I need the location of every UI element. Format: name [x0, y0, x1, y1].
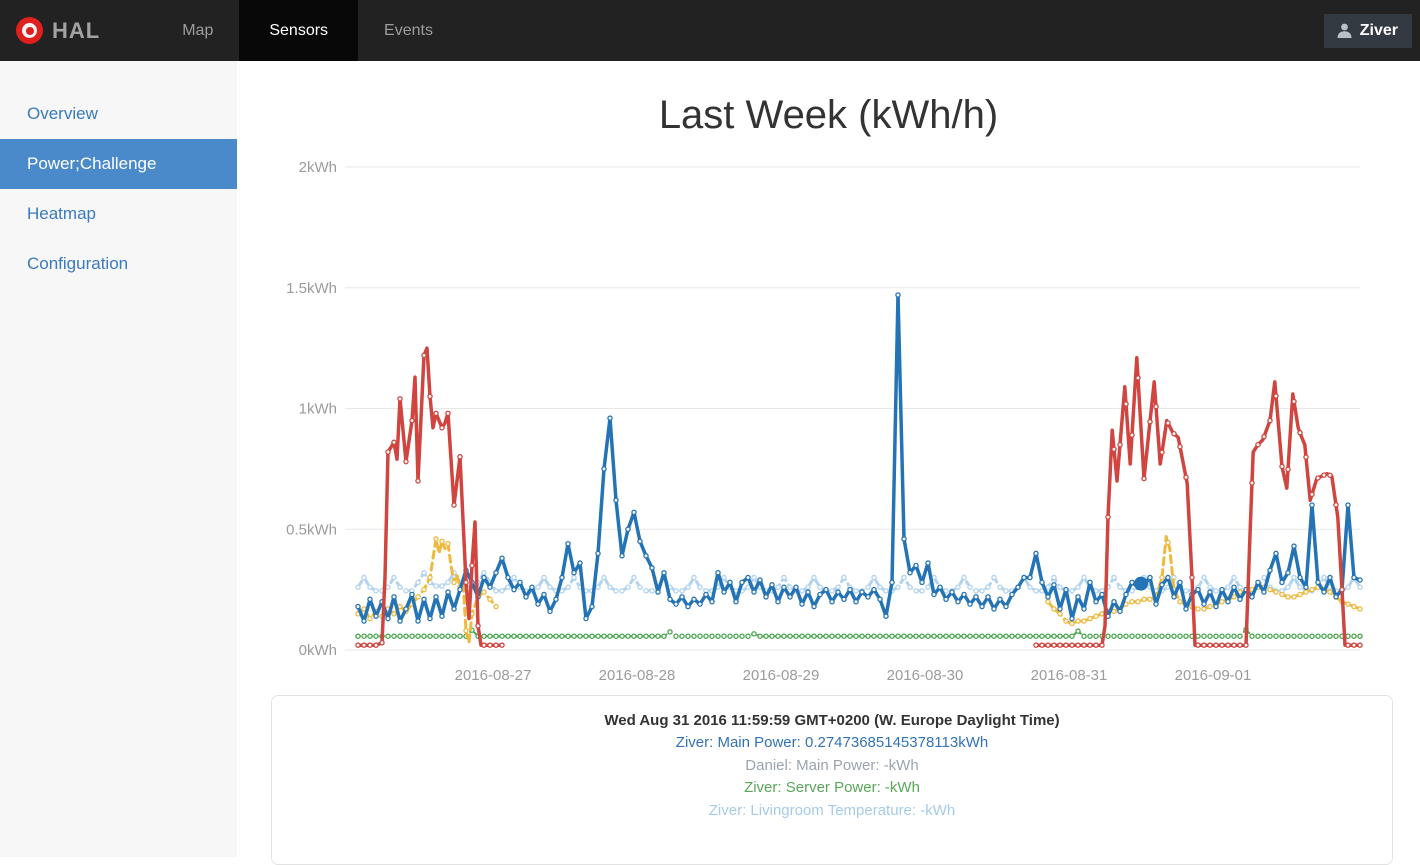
hover-point-dot [1134, 576, 1148, 591]
user-icon [1337, 23, 1352, 38]
user-name: Ziver [1359, 21, 1398, 39]
top-navbar: HAL Map Sensors Events Ziver [0, 0, 1420, 61]
chart-container: 2kWh 1.5kWh 1kWh 0.5kWh 0kWh 2016-08-27 2016-0… [280, 140, 1420, 695]
tooltip-row-ziver-main-power: Ziver: Main Power: 0.27473685145378113kW… [675, 734, 989, 751]
nav-item-events[interactable]: Events [384, 22, 433, 39]
x-tick-label: 2016-08-29 [743, 667, 820, 684]
x-tick-label: 2016-08-27 [455, 667, 532, 684]
y-tick-label: 0kWh [299, 642, 337, 659]
y-tick-label: 2kWh [299, 159, 337, 176]
user-menu-button[interactable]: Ziver [1323, 13, 1412, 48]
x-tick-label: 2016-08-28 [599, 667, 676, 684]
series-line [356, 293, 1362, 623]
x-tick-label: 2016-09-01 [1175, 667, 1252, 684]
sidebar-item-power-challenge[interactable]: Power;Challenge [0, 139, 237, 189]
nav-item-sensors[interactable]: Sensors [239, 0, 359, 61]
brand[interactable]: HAL [0, 0, 118, 61]
x-tick-label: 2016-08-31 [1031, 667, 1108, 684]
series-line [356, 537, 498, 645]
series-line [1034, 356, 1362, 647]
tooltip-row-daniel-main-power: Daniel: Main Power: -kWh [745, 756, 919, 774]
hal-logo-icon [16, 17, 43, 44]
chart-title: Last Week (kWh/h) [658, 93, 999, 137]
navbar-right: Ziver [1323, 0, 1420, 61]
y-tick-label: 1kWh [299, 401, 337, 418]
sidebar-item-overview[interactable]: Overview [27, 104, 98, 123]
sidebar-item-configuration[interactable]: Configuration [27, 254, 129, 273]
sidebar: Overview Power;Challenge Heatmap Configu… [0, 61, 237, 857]
y-tick-label: 0.5kWh [286, 521, 337, 538]
tooltip-row-ziver-livingroom-temperature: Ziver: Livingroom Temperature: -kWh [708, 801, 956, 819]
tooltip-timestamp: Wed Aug 31 2016 11:59:59 GMT+0200 (W. Eu… [604, 712, 1060, 729]
nav-menu: Map Sensors Events [156, 0, 459, 61]
tooltip-row-ziver-server-power: Ziver: Server Power: -kWh [744, 779, 920, 796]
sidebar-item-heatmap[interactable]: Heatmap [27, 204, 96, 223]
x-tick-label: 2016-08-30 [887, 667, 964, 684]
chart-tooltip-panel: Wed Aug 31 2016 11:59:59 GMT+0200 (W. Eu… [271, 695, 1393, 865]
main-content: Last Week (kWh/h) 2kWh 1.5kWh 1kWh 0.5kWh 0k… [237, 61, 1420, 865]
brand-title: HAL [52, 17, 101, 43]
line-chart[interactable]: 2kWh 1.5kWh 1kWh 0.5kWh 0kWh 2016-08-27 2016-0… [280, 140, 1400, 695]
y-tick-label: 1.5kWh [286, 280, 337, 297]
nav-item-map[interactable]: Map [182, 22, 214, 39]
